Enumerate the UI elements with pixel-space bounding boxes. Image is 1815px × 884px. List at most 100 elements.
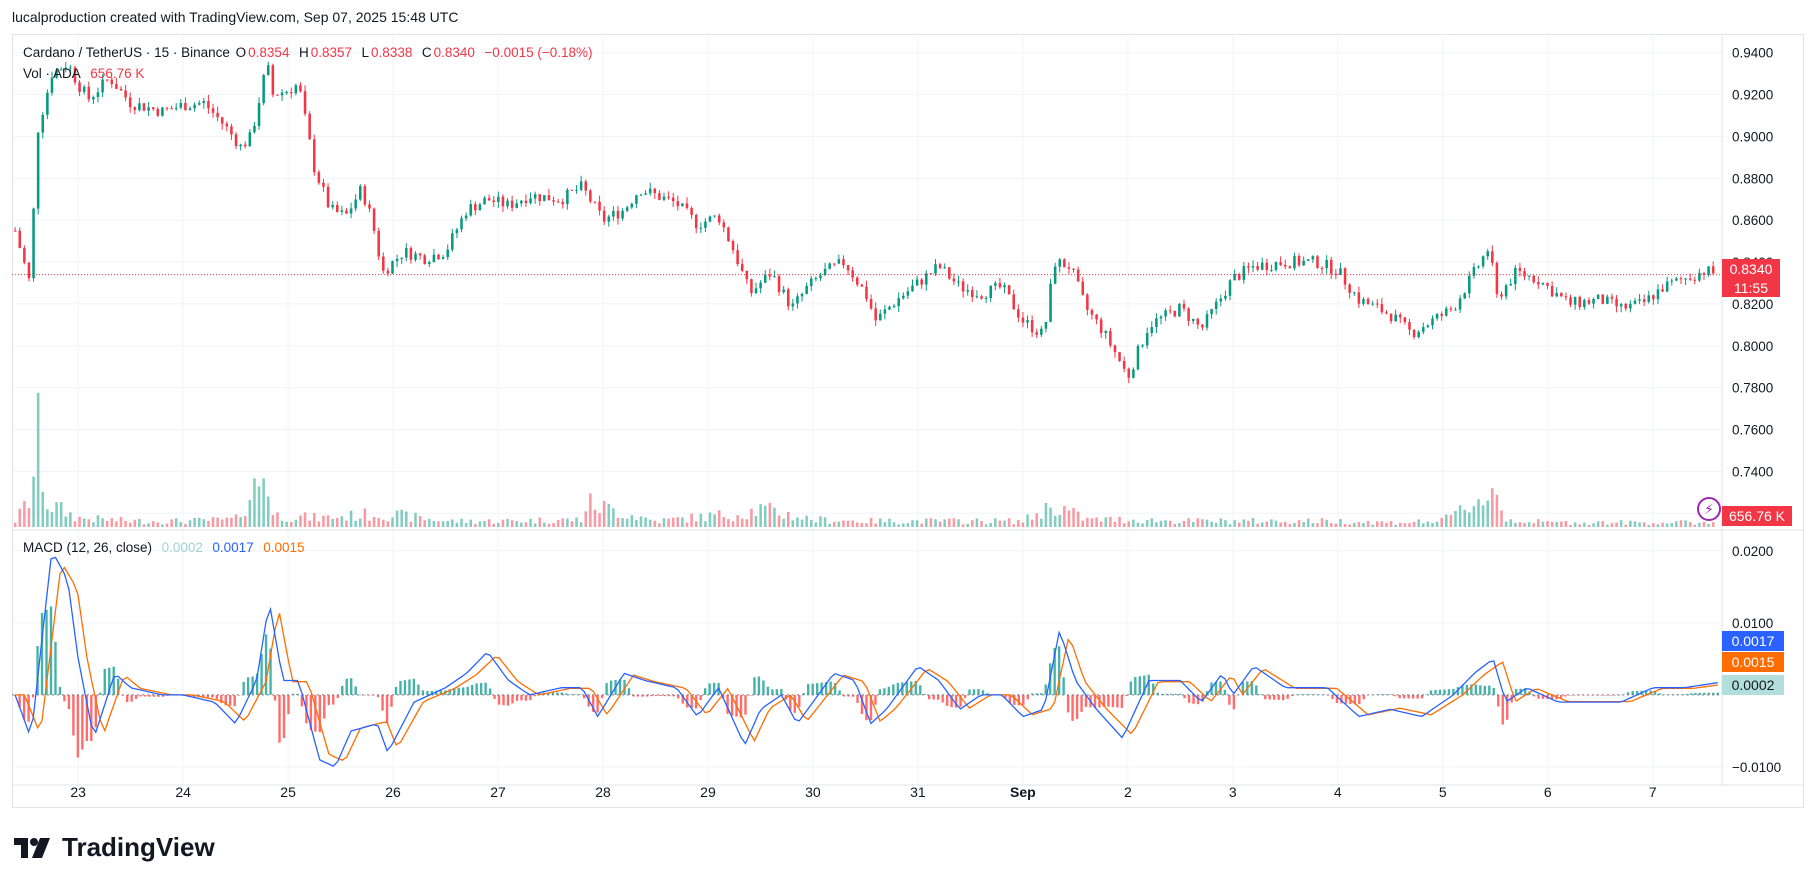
candle-body bbox=[1550, 285, 1554, 297]
macd-histogram-bar bbox=[681, 694, 684, 704]
macd-histogram-bar bbox=[986, 693, 989, 695]
tradingview-logo-icon bbox=[14, 837, 50, 858]
signal-badge: 0.0015 bbox=[1722, 652, 1784, 672]
macd-histogram-bar bbox=[1156, 692, 1159, 695]
candle-body bbox=[1352, 292, 1356, 294]
volume-bar bbox=[285, 521, 288, 527]
candle-body bbox=[248, 132, 252, 147]
macd-histogram-bar bbox=[1228, 694, 1231, 705]
candle-body bbox=[483, 197, 486, 205]
macd-histogram-bar bbox=[959, 694, 962, 707]
macd-histogram-bar bbox=[1138, 676, 1141, 695]
candle-body bbox=[234, 134, 238, 147]
candle-body bbox=[1661, 289, 1664, 292]
macd-histogram-bar bbox=[40, 612, 44, 695]
volume-bar bbox=[1596, 521, 1600, 527]
macd-histogram-bar bbox=[690, 694, 693, 708]
macd-histogram-bar bbox=[1223, 689, 1227, 695]
candle-body bbox=[294, 85, 298, 94]
macd-histogram-bar bbox=[506, 694, 510, 706]
volume-bar bbox=[538, 517, 542, 527]
volume-label[interactable]: Vol · ADA bbox=[23, 66, 81, 81]
volume-bar bbox=[1550, 521, 1554, 527]
candle-body bbox=[59, 69, 63, 71]
macd-histogram-bar bbox=[977, 689, 980, 695]
candle-body bbox=[1403, 317, 1407, 323]
volume-bar bbox=[211, 517, 215, 527]
volume-bar bbox=[1624, 524, 1628, 527]
candle-body bbox=[1132, 369, 1135, 378]
candle-body bbox=[409, 248, 413, 260]
volume-bar bbox=[524, 522, 528, 527]
volume-bar bbox=[653, 520, 657, 527]
volume-bar bbox=[934, 519, 937, 527]
macd-histogram-bar bbox=[1192, 694, 1195, 704]
volume-bar bbox=[1155, 522, 1158, 527]
macd-histogram-bar bbox=[654, 694, 658, 696]
candle-body bbox=[285, 91, 288, 93]
candle-body bbox=[1440, 313, 1443, 316]
candle-body bbox=[538, 194, 542, 202]
candle-body bbox=[50, 77, 54, 93]
volume-bar bbox=[317, 521, 321, 527]
candle-body bbox=[635, 195, 638, 204]
volume-bar bbox=[1592, 523, 1595, 527]
lightning-icon[interactable]: ⚡ bbox=[1697, 497, 1721, 521]
volume-bar bbox=[598, 513, 601, 527]
macd-histogram-bar bbox=[1264, 694, 1267, 700]
volume-bar bbox=[1514, 522, 1517, 527]
candle-body bbox=[36, 132, 40, 209]
volume-bar bbox=[1035, 513, 1039, 527]
candle-body bbox=[165, 107, 169, 109]
candle-body bbox=[1063, 259, 1066, 268]
volume-bar bbox=[23, 501, 26, 527]
symbol-name[interactable]: Cardano / TetherUS · 15 · Binance bbox=[23, 45, 230, 60]
macd-label[interactable]: MACD (12, 26, close) bbox=[23, 540, 153, 555]
volume-bar bbox=[170, 519, 173, 527]
candle-body bbox=[1435, 313, 1439, 319]
volume-bar bbox=[662, 518, 666, 527]
volume-bar bbox=[639, 516, 643, 527]
candle-body bbox=[336, 204, 339, 212]
volume-bar bbox=[1302, 522, 1305, 527]
candle-body bbox=[630, 203, 634, 208]
volume-bar bbox=[391, 517, 394, 527]
volume-bar bbox=[1652, 523, 1655, 527]
macd-histogram-bar bbox=[108, 667, 111, 695]
macd-histogram-bar bbox=[287, 694, 290, 715]
volume-bar bbox=[1537, 519, 1540, 527]
volume-bar bbox=[18, 508, 22, 527]
macd-histogram-bar bbox=[641, 694, 644, 697]
volume-bar bbox=[915, 520, 919, 527]
volume-bar bbox=[1468, 512, 1471, 527]
low-value: 0.8338 bbox=[371, 45, 413, 60]
volume-bar bbox=[1445, 514, 1448, 527]
macd-histogram-bar bbox=[954, 694, 958, 708]
candle-body bbox=[800, 293, 804, 297]
candle-body bbox=[1431, 318, 1434, 326]
macd-histogram-bar bbox=[1031, 693, 1034, 695]
macd-histogram-bar bbox=[1331, 694, 1334, 700]
volume-bar bbox=[529, 518, 532, 527]
macd-histogram-bar bbox=[1241, 681, 1245, 695]
volume-bar bbox=[1214, 522, 1218, 527]
candle-body bbox=[731, 241, 735, 251]
volume-bar bbox=[1196, 518, 1200, 527]
macd-histogram-bar bbox=[148, 694, 151, 697]
candle-body bbox=[289, 91, 293, 94]
volume-bar bbox=[998, 520, 1002, 527]
macd-histogram-bar bbox=[341, 685, 344, 695]
tradingview-logo[interactable]: TradingView bbox=[14, 832, 215, 863]
candle-body bbox=[69, 67, 72, 69]
candle-body bbox=[349, 208, 353, 214]
candle-body bbox=[704, 221, 707, 228]
time-tick-label: 30 bbox=[805, 784, 821, 800]
candle-body bbox=[1164, 310, 1167, 317]
candle-body bbox=[497, 196, 500, 203]
macd-histogram-bar bbox=[251, 676, 254, 695]
macd-histogram-bar bbox=[72, 694, 75, 736]
candle-body bbox=[1256, 266, 1259, 270]
macd-histogram-bar bbox=[1040, 693, 1043, 695]
candle-body bbox=[1196, 318, 1200, 325]
